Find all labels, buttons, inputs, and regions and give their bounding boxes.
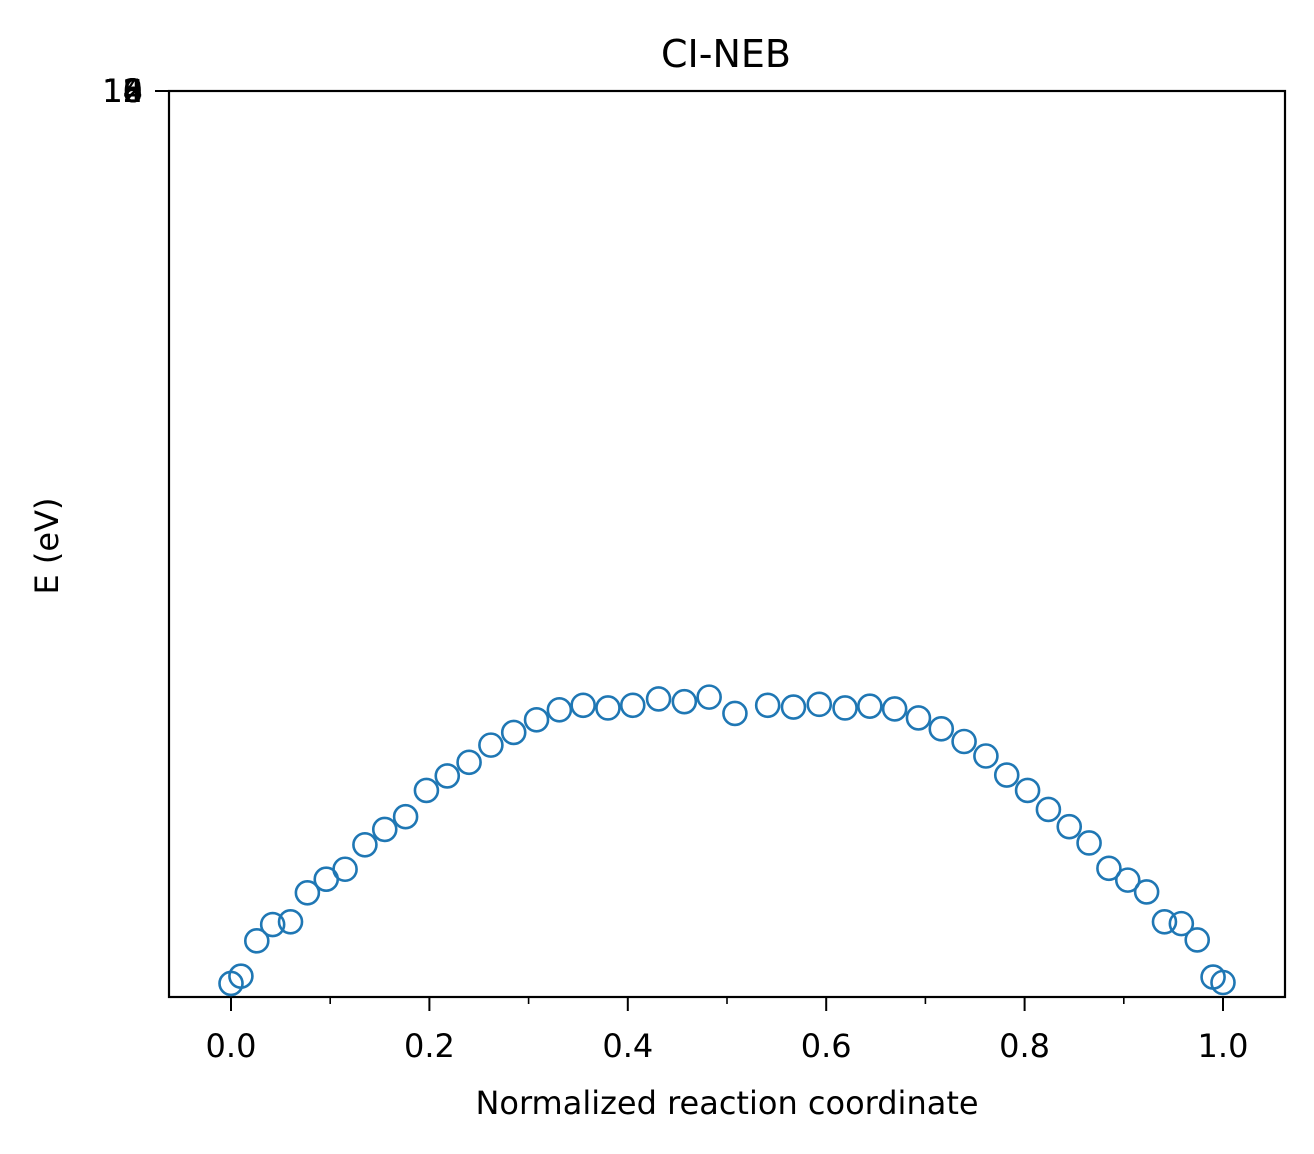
x-tick-label: 0.0 (206, 1027, 257, 1065)
data-point (951, 728, 977, 755)
y-tick-label: 16 (102, 72, 143, 110)
data-point (1076, 830, 1102, 856)
y-tick-label: 14 (102, 72, 143, 110)
data-point (780, 694, 807, 720)
data-point (754, 692, 781, 719)
data-point (645, 686, 672, 712)
data-point (243, 928, 270, 954)
y-tick-label: 12 (102, 72, 143, 110)
data-point (1035, 796, 1062, 823)
data-points (218, 684, 1236, 997)
data-point (973, 743, 999, 769)
y-axis-label: E (eV) (28, 498, 66, 595)
data-point (1114, 867, 1141, 893)
data-point (1168, 910, 1195, 937)
data-point (722, 700, 748, 727)
y-tick-label: 18 (102, 72, 143, 110)
x-tick-label: 0.2 (404, 1027, 455, 1065)
data-point (1014, 777, 1041, 804)
data-point (1133, 879, 1160, 905)
data-point (1151, 909, 1178, 935)
data-point (478, 732, 504, 758)
x-tick-label: 1.0 (1198, 1027, 1249, 1065)
x-axis-minor-ticks (329, 997, 1125, 1004)
data-point (696, 684, 722, 710)
data-point (456, 749, 482, 776)
data-point (857, 693, 883, 719)
data-point (928, 716, 955, 742)
data-point (1210, 969, 1236, 996)
data-point (993, 762, 1020, 788)
y-tick-label: 10 (102, 72, 143, 110)
data-point (832, 695, 858, 721)
x-axis-ticks: 0.0 0.2 0.4 0.6 0.8 1.0 (206, 997, 1249, 1065)
x-tick-label: 0.4 (602, 1027, 653, 1065)
data-point (332, 856, 358, 883)
x-axis-label: Normalized reaction coordinate (475, 1084, 978, 1122)
x-tick-label: 0.6 (801, 1027, 852, 1065)
data-point (1096, 855, 1122, 882)
data-point (294, 880, 321, 906)
data-point (570, 692, 596, 719)
data-point (881, 696, 908, 722)
data-point (500, 719, 527, 746)
data-point (352, 831, 378, 858)
data-point (905, 705, 932, 731)
data-point (277, 909, 304, 935)
data-point (671, 688, 698, 715)
data-point (259, 911, 286, 938)
x-tick-label: 0.8 (999, 1027, 1050, 1065)
data-point (595, 695, 621, 721)
data-point (546, 696, 573, 723)
data-point (434, 763, 461, 789)
data-point (413, 777, 440, 804)
data-point (1056, 813, 1083, 840)
chart-title: CI-NEB (661, 32, 791, 76)
data-point (806, 691, 833, 718)
data-point (1184, 927, 1211, 953)
data-point (228, 963, 254, 989)
data-point (523, 706, 550, 733)
data-point (371, 816, 398, 843)
data-point (619, 692, 646, 719)
data-point (392, 803, 419, 830)
